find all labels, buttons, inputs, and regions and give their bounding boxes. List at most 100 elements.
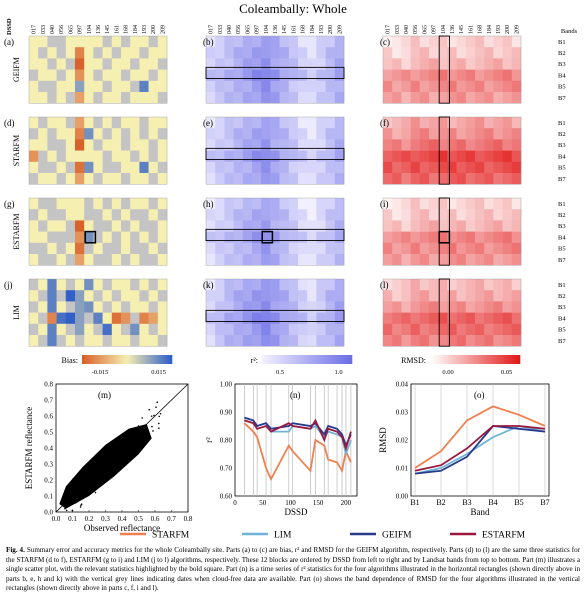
r2-cell xyxy=(215,150,225,163)
band-label: B3 xyxy=(558,142,566,149)
rmsd-cell xyxy=(456,312,467,325)
r2-cell xyxy=(242,231,253,244)
chart-n-y-tick: 1.00 xyxy=(220,381,233,389)
rmsd-cell xyxy=(383,301,393,313)
scatter-point xyxy=(146,439,149,441)
rmsd-cell xyxy=(392,69,402,82)
bias-cell xyxy=(84,117,94,129)
bias-cell xyxy=(84,161,94,174)
bias-cell xyxy=(148,279,159,291)
bias-cell xyxy=(121,117,131,129)
r2-cell xyxy=(215,92,225,104)
r2-cell xyxy=(215,198,225,210)
r2-cell xyxy=(279,92,290,104)
bias-cell xyxy=(139,323,149,336)
r2-cell xyxy=(215,254,225,266)
r2-cell xyxy=(325,80,336,93)
r2-cell xyxy=(298,231,308,244)
rmsd-cell xyxy=(447,279,457,291)
rmsd-cell xyxy=(438,242,448,255)
colorbar-step xyxy=(95,355,99,364)
rmsd-cell xyxy=(447,209,457,221)
bias-cell xyxy=(111,254,122,266)
band-label: B7 xyxy=(558,95,566,102)
rmsd-cell xyxy=(493,209,503,221)
rmsd-cell xyxy=(493,290,503,302)
scatter-point xyxy=(151,425,153,428)
bias-cell xyxy=(148,290,159,302)
bias-cell xyxy=(157,231,168,244)
rmsd-cell xyxy=(465,128,476,140)
bias-cell xyxy=(148,231,159,244)
r2-cell xyxy=(261,231,271,244)
rmsd-cell xyxy=(410,36,421,48)
colorbar-step xyxy=(325,355,328,364)
r2-cell xyxy=(261,209,271,221)
rmsd-cell xyxy=(429,209,439,221)
r2-cell xyxy=(242,117,253,129)
colorbar-step xyxy=(300,355,303,364)
rmsd-cell xyxy=(456,36,467,48)
r2-cell xyxy=(316,80,326,93)
bias-cell xyxy=(29,335,39,347)
dssd-tick-label: 168 xyxy=(301,25,307,34)
bias-cell xyxy=(139,58,149,70)
colorbar-step xyxy=(490,355,494,364)
bias-cell xyxy=(29,47,39,59)
scatter-point xyxy=(80,504,82,507)
band-label: B5 xyxy=(558,165,566,172)
scatter-y-tick: 0.7 xyxy=(44,397,53,405)
bias-cell xyxy=(139,161,149,174)
rmsd-cell xyxy=(447,117,457,129)
scatter-point xyxy=(112,474,114,476)
bias-cell xyxy=(130,198,140,210)
bias-cell xyxy=(148,128,159,140)
r2-cell xyxy=(270,312,280,325)
bias-cell xyxy=(29,80,39,93)
colorbar-step xyxy=(113,355,117,364)
colorbar-step xyxy=(289,355,292,364)
rmsd-cell xyxy=(502,254,513,266)
r2-cell xyxy=(270,198,280,210)
chart-n-y-tick: 0.70 xyxy=(220,465,233,473)
colorbar-step xyxy=(115,355,119,364)
r2-cell xyxy=(270,69,280,82)
colorbar-label: Bias: xyxy=(62,356,78,365)
band-label: B2 xyxy=(558,50,566,57)
rmsd-cell xyxy=(429,198,439,210)
bias-cell xyxy=(111,301,122,313)
band-label: B3 xyxy=(558,304,566,311)
scatter-point xyxy=(81,481,84,483)
scatter-point xyxy=(89,484,92,486)
rmsd-cell xyxy=(447,161,457,174)
rmsd-cell xyxy=(429,47,439,59)
colorbar-step xyxy=(131,355,135,364)
bias-cell xyxy=(75,58,85,70)
r2-cell xyxy=(242,173,253,185)
r2-cell xyxy=(334,279,345,291)
rmsd-cell xyxy=(410,242,421,255)
r2-cell xyxy=(270,173,280,185)
bias-cell xyxy=(121,335,131,347)
r2-cell xyxy=(224,128,234,140)
row-label-starfm: STARFM xyxy=(12,135,21,166)
r2-cell xyxy=(242,58,253,70)
bias-cell xyxy=(130,139,140,151)
scatter-point xyxy=(81,493,84,496)
scatter-point xyxy=(108,454,110,456)
rmsd-cell xyxy=(392,335,402,347)
r2-cell xyxy=(215,139,225,151)
bias-cell xyxy=(29,323,39,336)
r2-cell xyxy=(316,47,326,59)
rmsd-cell xyxy=(493,198,503,210)
rmsd-cell xyxy=(456,290,467,302)
r2-cell xyxy=(334,301,345,313)
panel-letter: (b) xyxy=(203,37,214,47)
r2-cell xyxy=(334,209,345,221)
r2-cell xyxy=(334,150,345,163)
rmsd-cell xyxy=(383,290,393,302)
rmsd-cell xyxy=(465,58,476,70)
rmsd-cell xyxy=(447,220,457,232)
bands-axis-label: Bands xyxy=(561,28,578,35)
bias-cell xyxy=(111,36,122,48)
